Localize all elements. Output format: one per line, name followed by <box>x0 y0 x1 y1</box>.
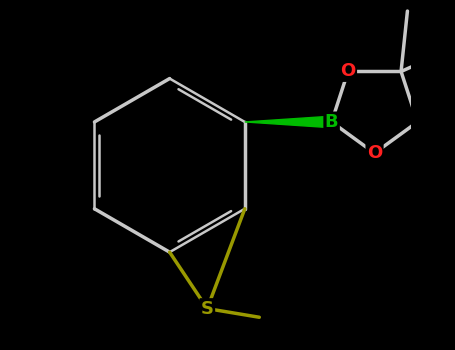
Text: O: O <box>367 144 382 162</box>
Text: S: S <box>201 300 214 317</box>
Polygon shape <box>245 116 332 128</box>
Text: O: O <box>340 63 356 80</box>
Text: B: B <box>325 113 339 131</box>
